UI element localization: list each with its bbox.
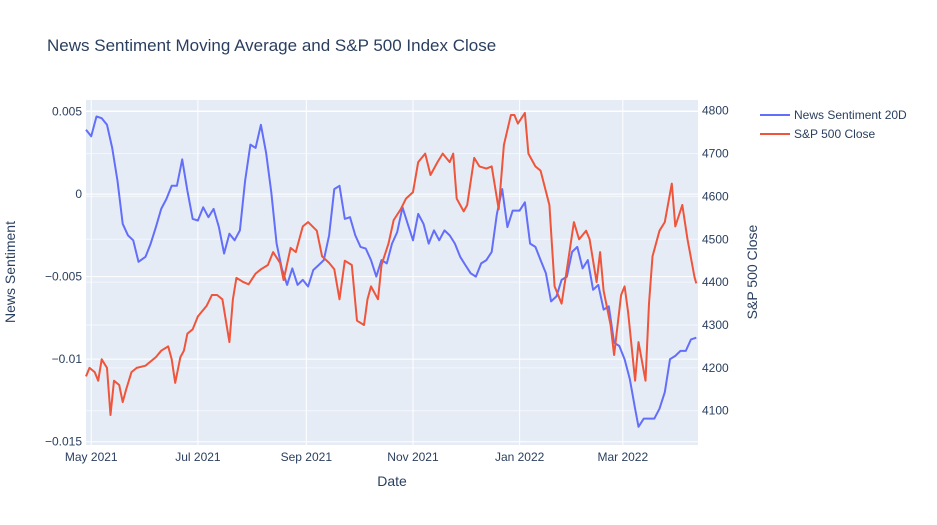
left-y-tick-labels: −0.015 −0.01 −0.005 0 0.005 bbox=[45, 105, 82, 449]
right-y-tick-label: 4700 bbox=[702, 147, 729, 161]
series-line-sentiment bbox=[85, 115, 697, 428]
x-axis-title: Date bbox=[377, 473, 407, 489]
legend-label-sp500[interactable]: S&P 500 Close bbox=[794, 127, 875, 141]
x-tick-label: Jan 2022 bbox=[495, 450, 545, 464]
x-tick-label: Jul 2021 bbox=[175, 450, 221, 464]
x-tick-label: Sep 2021 bbox=[281, 450, 333, 464]
chart-title: News Sentiment Moving Average and S&P 50… bbox=[47, 36, 496, 55]
left-y-tick-label: 0.005 bbox=[52, 105, 82, 119]
right-y-axis-title: S&P 500 Close bbox=[744, 224, 760, 319]
left-y-tick-label: −0.005 bbox=[45, 270, 82, 284]
right-y-tick-label: 4300 bbox=[702, 318, 729, 332]
x-tick-label: Nov 2021 bbox=[387, 450, 439, 464]
series-layer bbox=[85, 111, 698, 428]
right-y-tick-label: 4500 bbox=[702, 232, 729, 246]
x-tick-label: May 2021 bbox=[65, 450, 118, 464]
x-grid bbox=[90, 100, 624, 445]
right-y-tick-label: 4100 bbox=[702, 404, 729, 418]
series-line-sp500 bbox=[85, 111, 698, 416]
legend-label-sentiment[interactable]: News Sentiment 20D bbox=[794, 108, 907, 122]
left-y-tick-label: −0.01 bbox=[52, 352, 83, 366]
right-y-tick-label: 4400 bbox=[702, 275, 729, 289]
left-y-axis-title: News Sentiment bbox=[2, 221, 18, 323]
right-y-tick-labels: 4100 4200 4300 4400 4500 4600 4700 4800 bbox=[702, 104, 729, 418]
right-y-tick-label: 4200 bbox=[702, 361, 729, 375]
y-grid bbox=[86, 110, 698, 443]
legend[interactable]: News Sentiment 20D S&P 500 Close bbox=[760, 108, 907, 141]
left-y-tick-label: −0.015 bbox=[45, 435, 82, 449]
left-y-tick-label: 0 bbox=[75, 187, 82, 201]
plot-background bbox=[86, 100, 698, 445]
right-y-tick-label: 4800 bbox=[702, 104, 729, 118]
x-tick-labels: May 2021 Jul 2021 Sep 2021 Nov 2021 Jan 2022… bbox=[65, 450, 649, 464]
right-y-tick-label: 4600 bbox=[702, 189, 729, 203]
x-tick-label: Mar 2022 bbox=[597, 450, 648, 464]
